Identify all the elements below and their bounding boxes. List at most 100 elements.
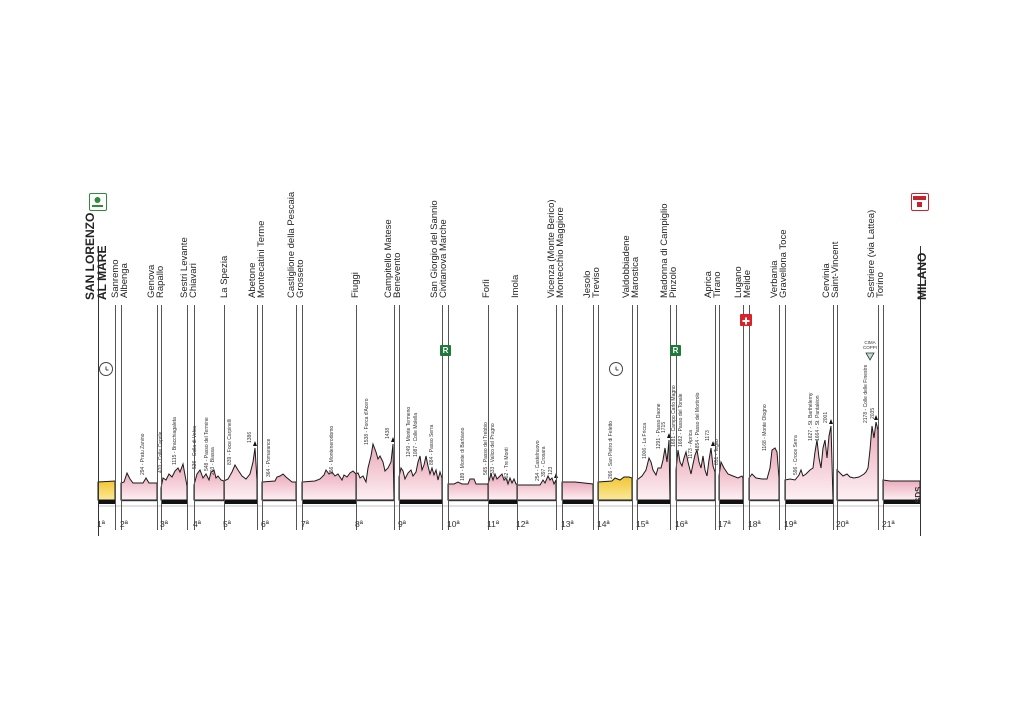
stage-divider xyxy=(399,305,400,530)
climb-label: 1386 xyxy=(247,431,253,443)
stage-number: 18ª xyxy=(748,519,761,529)
stage-divider xyxy=(194,305,195,530)
place-label: Benevento xyxy=(392,252,403,298)
stage-divider xyxy=(593,305,594,530)
start-city-label-line2: AL MARE xyxy=(95,245,109,300)
climb-label: 294 - Pratu Zanino xyxy=(140,433,146,475)
climb-label: 536 - Colla di Velva xyxy=(192,425,198,469)
stage-number: 7ª xyxy=(301,519,309,529)
place-label: Grosseto xyxy=(295,259,306,298)
stage-divider xyxy=(878,305,879,530)
stage-number: 6ª xyxy=(261,519,269,529)
stage-divider xyxy=(262,305,263,530)
stage-divider xyxy=(837,305,838,530)
stage-divider xyxy=(442,305,443,530)
sds-logo: SDS xyxy=(914,486,923,503)
climb-label: 203 - Biassa xyxy=(210,447,216,475)
stage-number: 12ª xyxy=(516,519,529,529)
climb-label: 1249 - Monte Termeno xyxy=(406,406,412,457)
stage-number: 21ª xyxy=(882,519,895,529)
climb-label: 851 - Teglio xyxy=(714,439,720,465)
place-label: Treviso xyxy=(591,267,602,298)
stage-number: 15ª xyxy=(636,519,649,529)
stage-base-bars xyxy=(98,500,920,507)
stage-divider xyxy=(257,305,258,530)
stage-number: 14ª xyxy=(597,519,610,529)
start-flag-icon xyxy=(89,193,107,211)
climb-label: 1681 - Campo Carlo Magno xyxy=(671,385,677,447)
stage-divider xyxy=(302,305,303,530)
climb-label: 2178 - Colle delle Finestre xyxy=(863,364,869,423)
climb-label: 1627 - St. Barthélemy xyxy=(808,392,814,441)
stage-divider xyxy=(883,305,884,530)
place-label: Marostica xyxy=(630,256,641,298)
climb-label: 252 - Tre Monti xyxy=(504,447,510,481)
stage-number: 17ª xyxy=(718,519,731,529)
cima-coppi-label: CIMA COPPI xyxy=(862,340,877,350)
place-label: Melide xyxy=(742,270,753,298)
time-trial-clock-icon xyxy=(99,362,113,376)
climb-label: 2001 xyxy=(823,411,829,423)
stage-number: 9ª xyxy=(398,519,406,529)
stage-number: 13ª xyxy=(561,519,574,529)
climb-label: 1173 xyxy=(705,430,711,441)
place-label: Torino xyxy=(875,272,886,298)
place-label: Imola xyxy=(510,274,521,298)
climb-label: 565 - Passo del Trebbio xyxy=(483,422,489,475)
climb-label: 2035 xyxy=(870,407,876,419)
stage-divider xyxy=(719,305,720,530)
stage-number: 8ª xyxy=(355,519,363,529)
place-label: Montecatini Terme xyxy=(256,220,267,298)
stage-divider xyxy=(157,305,158,530)
climb-label: 1854 - Passo del Mortirolo xyxy=(695,392,701,451)
stage-number: 10ª xyxy=(447,519,460,529)
climb-label: 1664 - St. Pantaléon xyxy=(815,395,821,441)
place-label: La Spezia xyxy=(219,255,230,298)
stage-divider xyxy=(517,305,518,530)
climb-label: 1173 - Aprica xyxy=(688,429,694,459)
stage-number: 3ª xyxy=(160,519,168,529)
stage-number: 19ª xyxy=(784,519,797,529)
stage-number: 5ª xyxy=(223,519,231,529)
stage-divider xyxy=(448,305,449,530)
stage-divider xyxy=(187,305,188,530)
climb-label: 884 - Passo Serra xyxy=(429,424,435,465)
stage-divider xyxy=(637,305,638,530)
stage-divider xyxy=(715,305,716,530)
rest-day-icon: R xyxy=(670,345,681,356)
stage-divider xyxy=(833,305,834,530)
climb-label: 1438 xyxy=(385,427,391,439)
stage-number: 16ª xyxy=(675,519,688,529)
stage-divider xyxy=(488,305,489,530)
climb-label: 397 - Crosara xyxy=(541,446,547,477)
stage-number: 4ª xyxy=(193,519,201,529)
climb-label: 1006 - La Fricca xyxy=(642,422,648,459)
climb-label: 839 - Foce Carpinelli xyxy=(227,418,233,465)
stage-number: 2ª xyxy=(120,519,128,529)
finish-city-label: MILANO xyxy=(915,252,929,300)
stage-divider xyxy=(743,305,744,530)
finish-flag-icon xyxy=(911,193,929,211)
climb-label: 596 - Croce Serra xyxy=(793,435,799,475)
start-line xyxy=(98,246,99,536)
climb-label: 189 - Monte di Barbiano xyxy=(460,427,466,481)
stage-number: 1ª xyxy=(97,519,105,529)
place-label: Pinzolo xyxy=(668,266,679,298)
stage-divider xyxy=(749,305,750,530)
climb-label: 1538 - Forca d'Acero xyxy=(364,398,370,445)
stage-divider xyxy=(785,305,786,530)
stage-divider xyxy=(394,305,395,530)
rest-day-icon: R xyxy=(440,345,451,356)
stage-divider xyxy=(779,305,780,530)
climb-label: 1087 - Colle Molella xyxy=(413,412,419,457)
place-label: Forlì xyxy=(481,279,492,298)
place-label: Saint-Vincent xyxy=(830,241,841,298)
stage-divider xyxy=(224,305,225,530)
place-label: Albenga xyxy=(119,263,130,298)
stage-divider xyxy=(598,305,599,530)
stage-divider xyxy=(121,305,122,530)
climb-label: 1715 xyxy=(661,421,667,433)
stage-number: 20ª xyxy=(836,519,849,529)
climb-label: 470 - Colle Caprile xyxy=(158,431,164,473)
